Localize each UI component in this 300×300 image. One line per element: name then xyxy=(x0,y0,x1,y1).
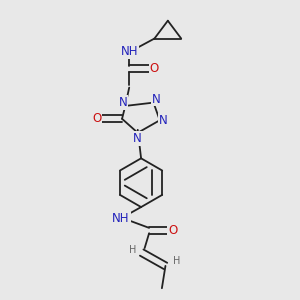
Text: NH: NH xyxy=(120,45,138,58)
Text: NH: NH xyxy=(112,212,130,225)
Text: O: O xyxy=(150,62,159,75)
Text: N: N xyxy=(159,114,168,127)
Text: H: H xyxy=(173,256,180,266)
Text: N: N xyxy=(152,92,161,106)
Text: H: H xyxy=(129,244,136,255)
Text: O: O xyxy=(92,112,101,125)
Text: N: N xyxy=(118,96,127,109)
Text: O: O xyxy=(168,224,178,237)
Text: N: N xyxy=(134,132,142,145)
